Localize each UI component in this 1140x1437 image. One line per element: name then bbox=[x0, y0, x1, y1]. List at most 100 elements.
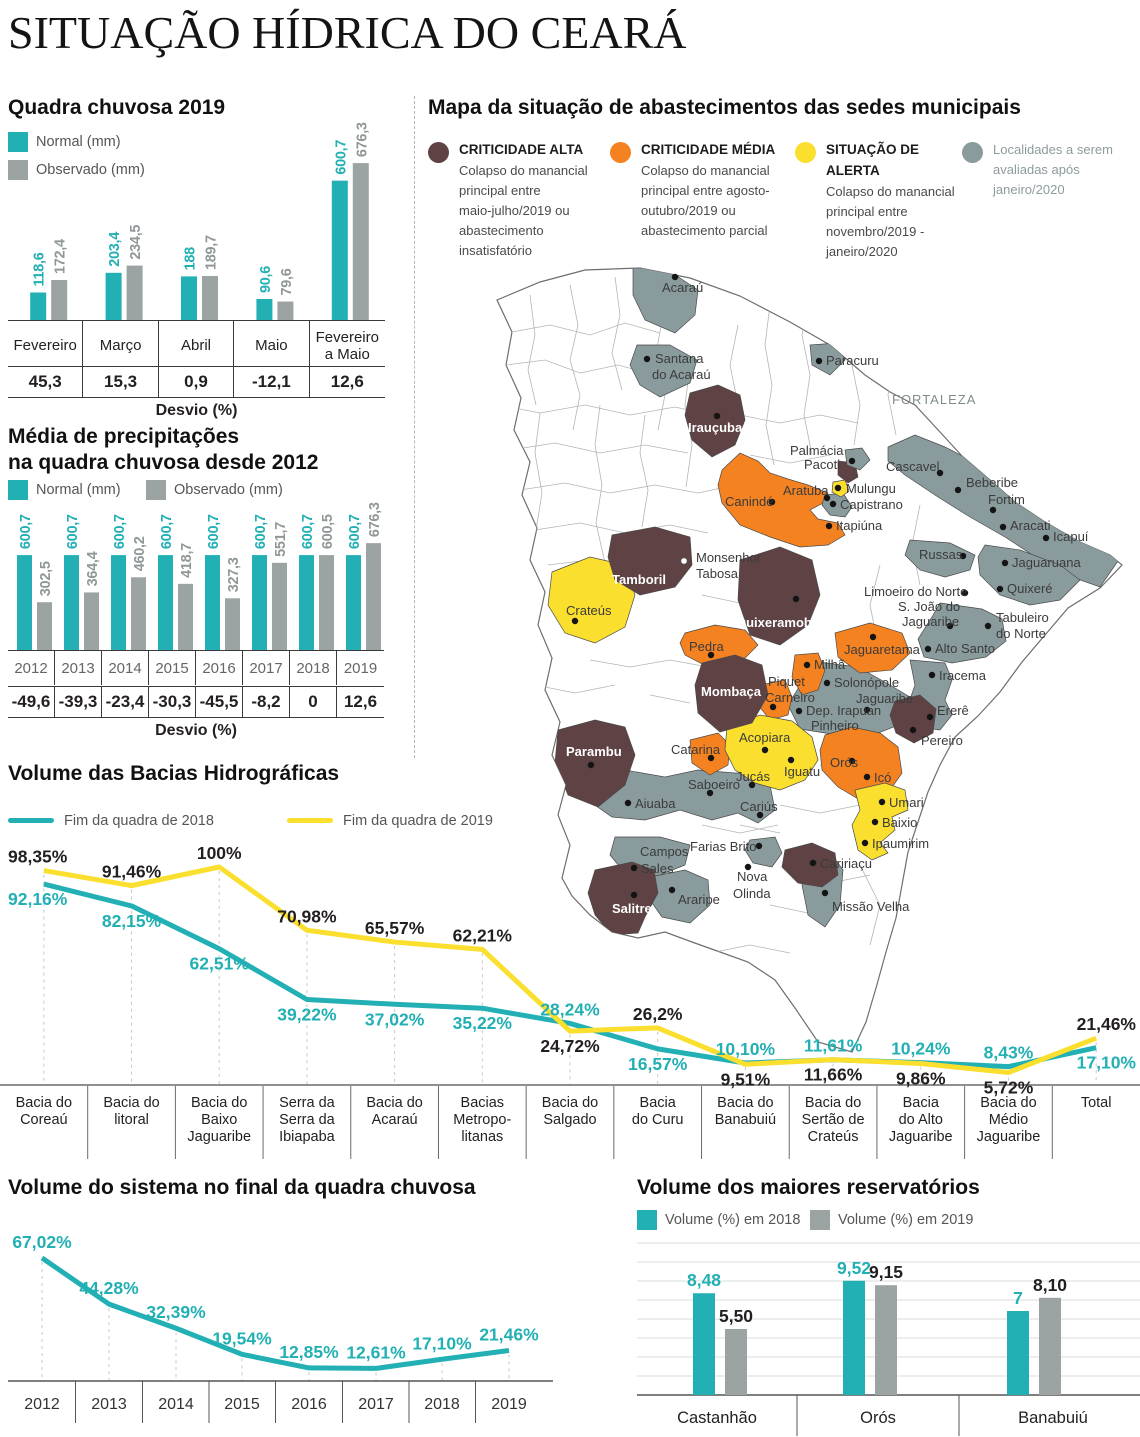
point-value-label: 32,39% bbox=[146, 1302, 206, 1322]
map-label-Acaraú: Acaraú bbox=[662, 280, 703, 295]
map-label-Monsenhor Tabosa: Tabosa bbox=[696, 566, 739, 581]
bar-value-label: 203,4 bbox=[107, 232, 123, 267]
map-label-Parambu: Parambu bbox=[566, 744, 622, 759]
category-label: Bacia do bbox=[16, 1095, 72, 1111]
map-label-Acopiara: Acopiara bbox=[739, 730, 791, 745]
point-value-label: 9,86% bbox=[896, 1069, 946, 1089]
map-label-Orós: Orós bbox=[830, 755, 859, 770]
seat-dot-Irauçuba bbox=[713, 412, 721, 420]
seat-dot-Orós bbox=[848, 757, 856, 765]
category-cell: Fevereiro a Maio bbox=[309, 320, 385, 371]
seat-dot-Tabuleiro do Norte bbox=[984, 622, 992, 630]
bar-Normal (mm) bbox=[64, 555, 79, 650]
map-label-Crateús: Crateús bbox=[566, 603, 612, 618]
category-label: Crateús bbox=[808, 1129, 859, 1145]
category-cell: Março bbox=[83, 320, 159, 371]
seat-dot-Milhã bbox=[803, 661, 811, 669]
map-label-Solonópole: Solonópole bbox=[834, 675, 899, 690]
seat-dot-Paracuru bbox=[815, 357, 823, 365]
map-label-Santana do Acaraú: Santana bbox=[655, 351, 704, 366]
seat-dot-Pereiro bbox=[909, 726, 917, 734]
seat-dot-Aratuba bbox=[823, 494, 831, 502]
map-label-Irauçuba: Irauçuba bbox=[688, 420, 743, 435]
point-value-label: 70,98% bbox=[277, 906, 337, 926]
point-value-label: 21,46% bbox=[1077, 1014, 1137, 1034]
bar-value-label: 676,3 bbox=[354, 122, 370, 157]
point-value-label: 16,57% bbox=[628, 1054, 688, 1074]
line-2019-swatch bbox=[287, 818, 333, 824]
municipality-area bbox=[904, 539, 976, 578]
year-label: 2014 bbox=[158, 1396, 194, 1413]
seat-dot-Mulungu bbox=[834, 484, 842, 492]
bar-Orós-Volume (%) em 2018 bbox=[843, 1280, 865, 1395]
map-label-Missão Velha: Missão Velha bbox=[832, 899, 910, 914]
legend-text-line: abastecimento parcial bbox=[641, 223, 768, 239]
legend-text-line: Colapso do manancial bbox=[826, 183, 955, 199]
category-label: Bacias bbox=[461, 1095, 505, 1111]
desvio-cell: 45,3 bbox=[8, 366, 84, 397]
map-label-Nova Olinda: Olinda bbox=[733, 886, 771, 901]
map-label-Cascavel: Cascavel bbox=[886, 459, 940, 474]
map-label-Ipaumirim: Ipaumirim bbox=[872, 836, 929, 851]
category-label: do Alto bbox=[899, 1112, 943, 1128]
municipality-area bbox=[834, 622, 911, 674]
bar-value-label: 600,7 bbox=[112, 514, 128, 549]
normal-swatch bbox=[8, 132, 28, 152]
seat-dot-Santana do Acaraú bbox=[643, 355, 651, 363]
section-map: Mapa da situação de abastecimentos das s… bbox=[428, 96, 1140, 1066]
bar-value-label: 418,7 bbox=[179, 543, 195, 578]
map-label-Milhã: Milhã bbox=[814, 657, 846, 672]
bar-value-label: 172,4 bbox=[53, 239, 69, 274]
map-label-S. João do Jaguaribe: Jaguaribe bbox=[902, 614, 959, 629]
category-label: Bacia do bbox=[542, 1095, 598, 1111]
map-label-Tabuleiro do Norte: Tabuleiro bbox=[996, 610, 1049, 625]
seat-dot-Catarina bbox=[707, 754, 715, 762]
bar-value-label: 188 bbox=[183, 247, 199, 271]
category-cell: 2015 bbox=[149, 650, 196, 685]
category-label: Metropo- bbox=[453, 1112, 511, 1128]
point-value-label: 10,10% bbox=[716, 1039, 776, 1059]
bar-Normal (mm) bbox=[181, 276, 197, 320]
map-label-Beberibe: Beberibe bbox=[966, 475, 1018, 490]
map-label-Farias Brito: Farias Brito bbox=[690, 839, 756, 854]
point-value-label: 37,02% bbox=[365, 1009, 425, 1029]
category-cell: Fevereiro bbox=[8, 320, 84, 371]
category-cell: 2014 bbox=[102, 650, 149, 685]
municipality-area bbox=[844, 447, 871, 471]
map-label-Ererê: Ererê bbox=[937, 703, 969, 718]
legend-dot-icon bbox=[610, 142, 631, 163]
category-label: Ibiapaba bbox=[279, 1129, 336, 1145]
desvio-cell: -23,4 bbox=[102, 686, 149, 717]
bacias-title: Volume das Bacias Hidrográficas bbox=[8, 762, 340, 785]
map-label-Jaguaruana: Jaguaruana bbox=[1012, 555, 1081, 570]
bar-Observado (mm) bbox=[277, 301, 294, 320]
map-label-Pedra: Pedra bbox=[689, 639, 724, 654]
point-value-label: 91,46% bbox=[102, 862, 162, 882]
bar-value-label: 600,7 bbox=[347, 514, 363, 549]
section-bacias: Volume das Bacias Hidrográficas Fim da q… bbox=[0, 762, 1140, 1167]
bar-value-label: 8,10 bbox=[1033, 1275, 1067, 1295]
bar-Orós-Volume (%) em 2019 bbox=[875, 1285, 897, 1395]
bar-Observado (mm) bbox=[131, 577, 146, 650]
seat-dot-Beberibe bbox=[954, 486, 962, 494]
sistema-line-chart: 67,02% 2012 44,28% 2013 32,39% 2014 19,54% 2015… bbox=[8, 1236, 553, 1423]
bar-value-label: 327,3 bbox=[226, 557, 242, 592]
desvio-cell: 15,3 bbox=[83, 366, 159, 397]
bar-Observado (mm) bbox=[202, 275, 218, 320]
bar-Castanhão-Volume (%) em 2018 bbox=[693, 1293, 715, 1395]
legend-text-line: abastecimento bbox=[459, 223, 544, 239]
bar-value-label: 9,52 bbox=[837, 1258, 871, 1278]
bar-2018-swatch bbox=[637, 1210, 657, 1230]
map-label-Nova Olinda: Nova bbox=[737, 869, 768, 884]
bar-Castanhão-Volume (%) em 2019 bbox=[725, 1329, 747, 1395]
media-legend-normal: Normal (mm) bbox=[8, 480, 121, 500]
seat-dot-Jaguaribe bbox=[863, 706, 871, 714]
seat-dot-Baixio bbox=[871, 818, 879, 826]
municipality-area bbox=[917, 602, 1007, 664]
point-value-label: 65,57% bbox=[365, 918, 425, 938]
bar-2019-swatch bbox=[810, 1210, 830, 1230]
legend-dot-icon bbox=[795, 142, 816, 163]
seat-dot-Monsenhor Tabosa bbox=[680, 557, 688, 565]
category-label: Jaguaribe bbox=[889, 1129, 953, 1145]
desvio-caption: Desvio (%) bbox=[155, 722, 237, 739]
